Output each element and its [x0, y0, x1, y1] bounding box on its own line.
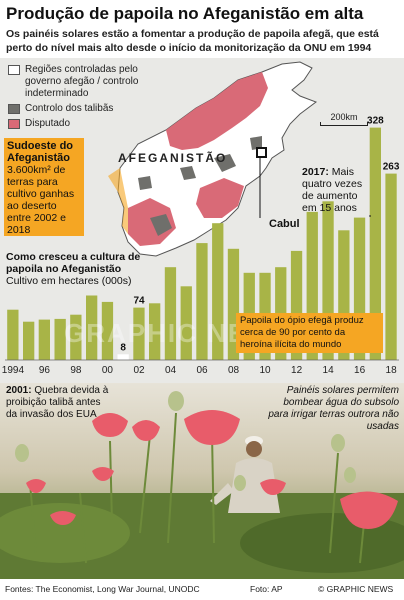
page-subtitle: Os painéis solares estão a fomentar a pr… [6, 28, 379, 54]
bar-1999 [86, 295, 98, 360]
chart-panel: 8 74 328 263 1994 96 98 00 02 04 06 08 10 12 14 16 18 [0, 58, 404, 383]
tick-label: 10 [259, 365, 271, 376]
sources-credit: Fontes: The Economist, Long War Journal,… [5, 584, 200, 594]
x-axis-ticks: 1994 96 98 00 02 04 06 08 10 12 14 16 18 [2, 359, 399, 376]
brand-credit: © GRAPHIC NEWS [318, 584, 394, 594]
bar-2004 [164, 267, 177, 360]
legend-item-government: Regiões controladas pelo governo afegão … [8, 64, 168, 100]
note-2001-year: 2001: [6, 385, 32, 396]
tick-label: 1994 [2, 365, 25, 376]
tick-label: 02 [133, 365, 145, 376]
tick-label: 16 [354, 365, 366, 376]
bar-1997 [54, 318, 66, 360]
tick-label: 06 [196, 365, 208, 376]
bar-2018 [385, 173, 397, 360]
tick-label: 00 [102, 365, 114, 376]
afghanistan-map [108, 61, 318, 257]
country-label: AFEGANISTÃO [118, 151, 228, 165]
bar-2003 [149, 303, 161, 360]
poppy-field-photo [0, 383, 404, 579]
bar-1994 [7, 309, 19, 360]
bar-2005 [180, 286, 192, 360]
tick-label: 18 [386, 365, 398, 376]
bar-1996 [38, 319, 50, 360]
legend-label: Regiões controladas pelo governo afegão … [25, 64, 139, 99]
capital-marker-icon [256, 147, 267, 158]
bar-2008 [227, 248, 240, 360]
data-labels: 8 74 328 263 [120, 116, 399, 354]
page-title: Produção de papoila no Afeganistão em al… [6, 4, 364, 23]
cultivation-unit: Cultivo em hectares (000s) [6, 275, 132, 287]
southwest-highlight [108, 168, 128, 234]
tick-label: 12 [291, 365, 303, 376]
note-2001-text: Quebra devida à proibição talibã antes d… [6, 385, 109, 420]
note-2017: 2017: Mais quatro vezes de aumento em 15… [302, 166, 368, 214]
data-label-2017: 328 [367, 116, 384, 127]
note-2017-text: Mais quatro vezes de aumento em 15 anos [302, 166, 363, 214]
scale-label: 200km [330, 112, 358, 122]
solar-note: Painéis solares permitem bombear água do… [268, 385, 399, 432]
bar-2017 [369, 127, 381, 360]
map-taliban-region [250, 136, 262, 150]
map-taliban-region [138, 176, 152, 190]
data-label-2018: 263 [383, 162, 400, 173]
legend-item-taliban: Controlo dos talibãs [8, 103, 168, 115]
southwest-callout: Sudoeste do Afeganistão 3.600km² de terr… [4, 138, 84, 236]
southwest-body: 3.600km² de terras para cultivo ganhas a… [7, 164, 75, 236]
bar-2007 [212, 223, 224, 360]
chart-svg: 8 74 328 263 1994 96 98 00 02 04 06 08 10 12 14 16 18 [2, 61, 400, 376]
legend-swatch [8, 104, 20, 114]
map-disputed-region [166, 72, 268, 150]
cultivation-title: Como cresceu a cultura de papoila no Afe… [6, 251, 141, 275]
data-label-2001: 8 [120, 342, 126, 353]
photo-credit: Foto: AP [250, 584, 283, 594]
tick-label: 08 [228, 365, 240, 376]
legend-label: Disputado [25, 118, 71, 129]
bar-2014 [322, 201, 334, 360]
tick-label: 04 [165, 365, 177, 376]
scale-bar [320, 122, 368, 126]
opium-callout: Papoila do ópio efegã produz cerca de 90… [236, 313, 383, 353]
bar-2016 [353, 217, 366, 360]
bar-2015 [338, 230, 350, 360]
southwest-title: Sudoeste do Afeganistão [7, 140, 74, 164]
capital-label: Cabul [269, 218, 300, 230]
bar-2012 [290, 250, 303, 360]
bar-2002 [133, 307, 145, 360]
tick-label: 98 [70, 365, 82, 376]
tick-label: 96 [39, 365, 51, 376]
bar-2006 [196, 243, 208, 360]
data-label-2002: 74 [133, 296, 145, 307]
map-taliban-region [214, 154, 236, 172]
legend-swatch [8, 65, 20, 75]
tick-label: 14 [323, 365, 335, 376]
map-taliban-region [180, 166, 196, 180]
map-disputed-region [196, 178, 244, 218]
map-legend: Regiões controladas pelo governo afegão … [8, 64, 168, 133]
cultivation-heading: Como cresceu a cultura de papoila no Afe… [6, 251, 166, 287]
footer: Fontes: The Economist, Long War Journal,… [0, 579, 404, 600]
legend-item-disputed: Disputado [8, 118, 168, 130]
map-taliban-region [150, 214, 172, 236]
bar-2001 [117, 354, 129, 360]
bar-2013 [306, 211, 318, 360]
note-2001: 2001: Quebra devida à proibição talibã a… [6, 385, 114, 421]
bar-1995 [23, 321, 35, 360]
legend-label: Controlo dos talibãs [25, 103, 114, 114]
note-2017-year: 2017: [302, 166, 329, 178]
bar-2000 [101, 301, 114, 360]
legend-swatch [8, 119, 20, 129]
bar-1998 [70, 314, 82, 360]
